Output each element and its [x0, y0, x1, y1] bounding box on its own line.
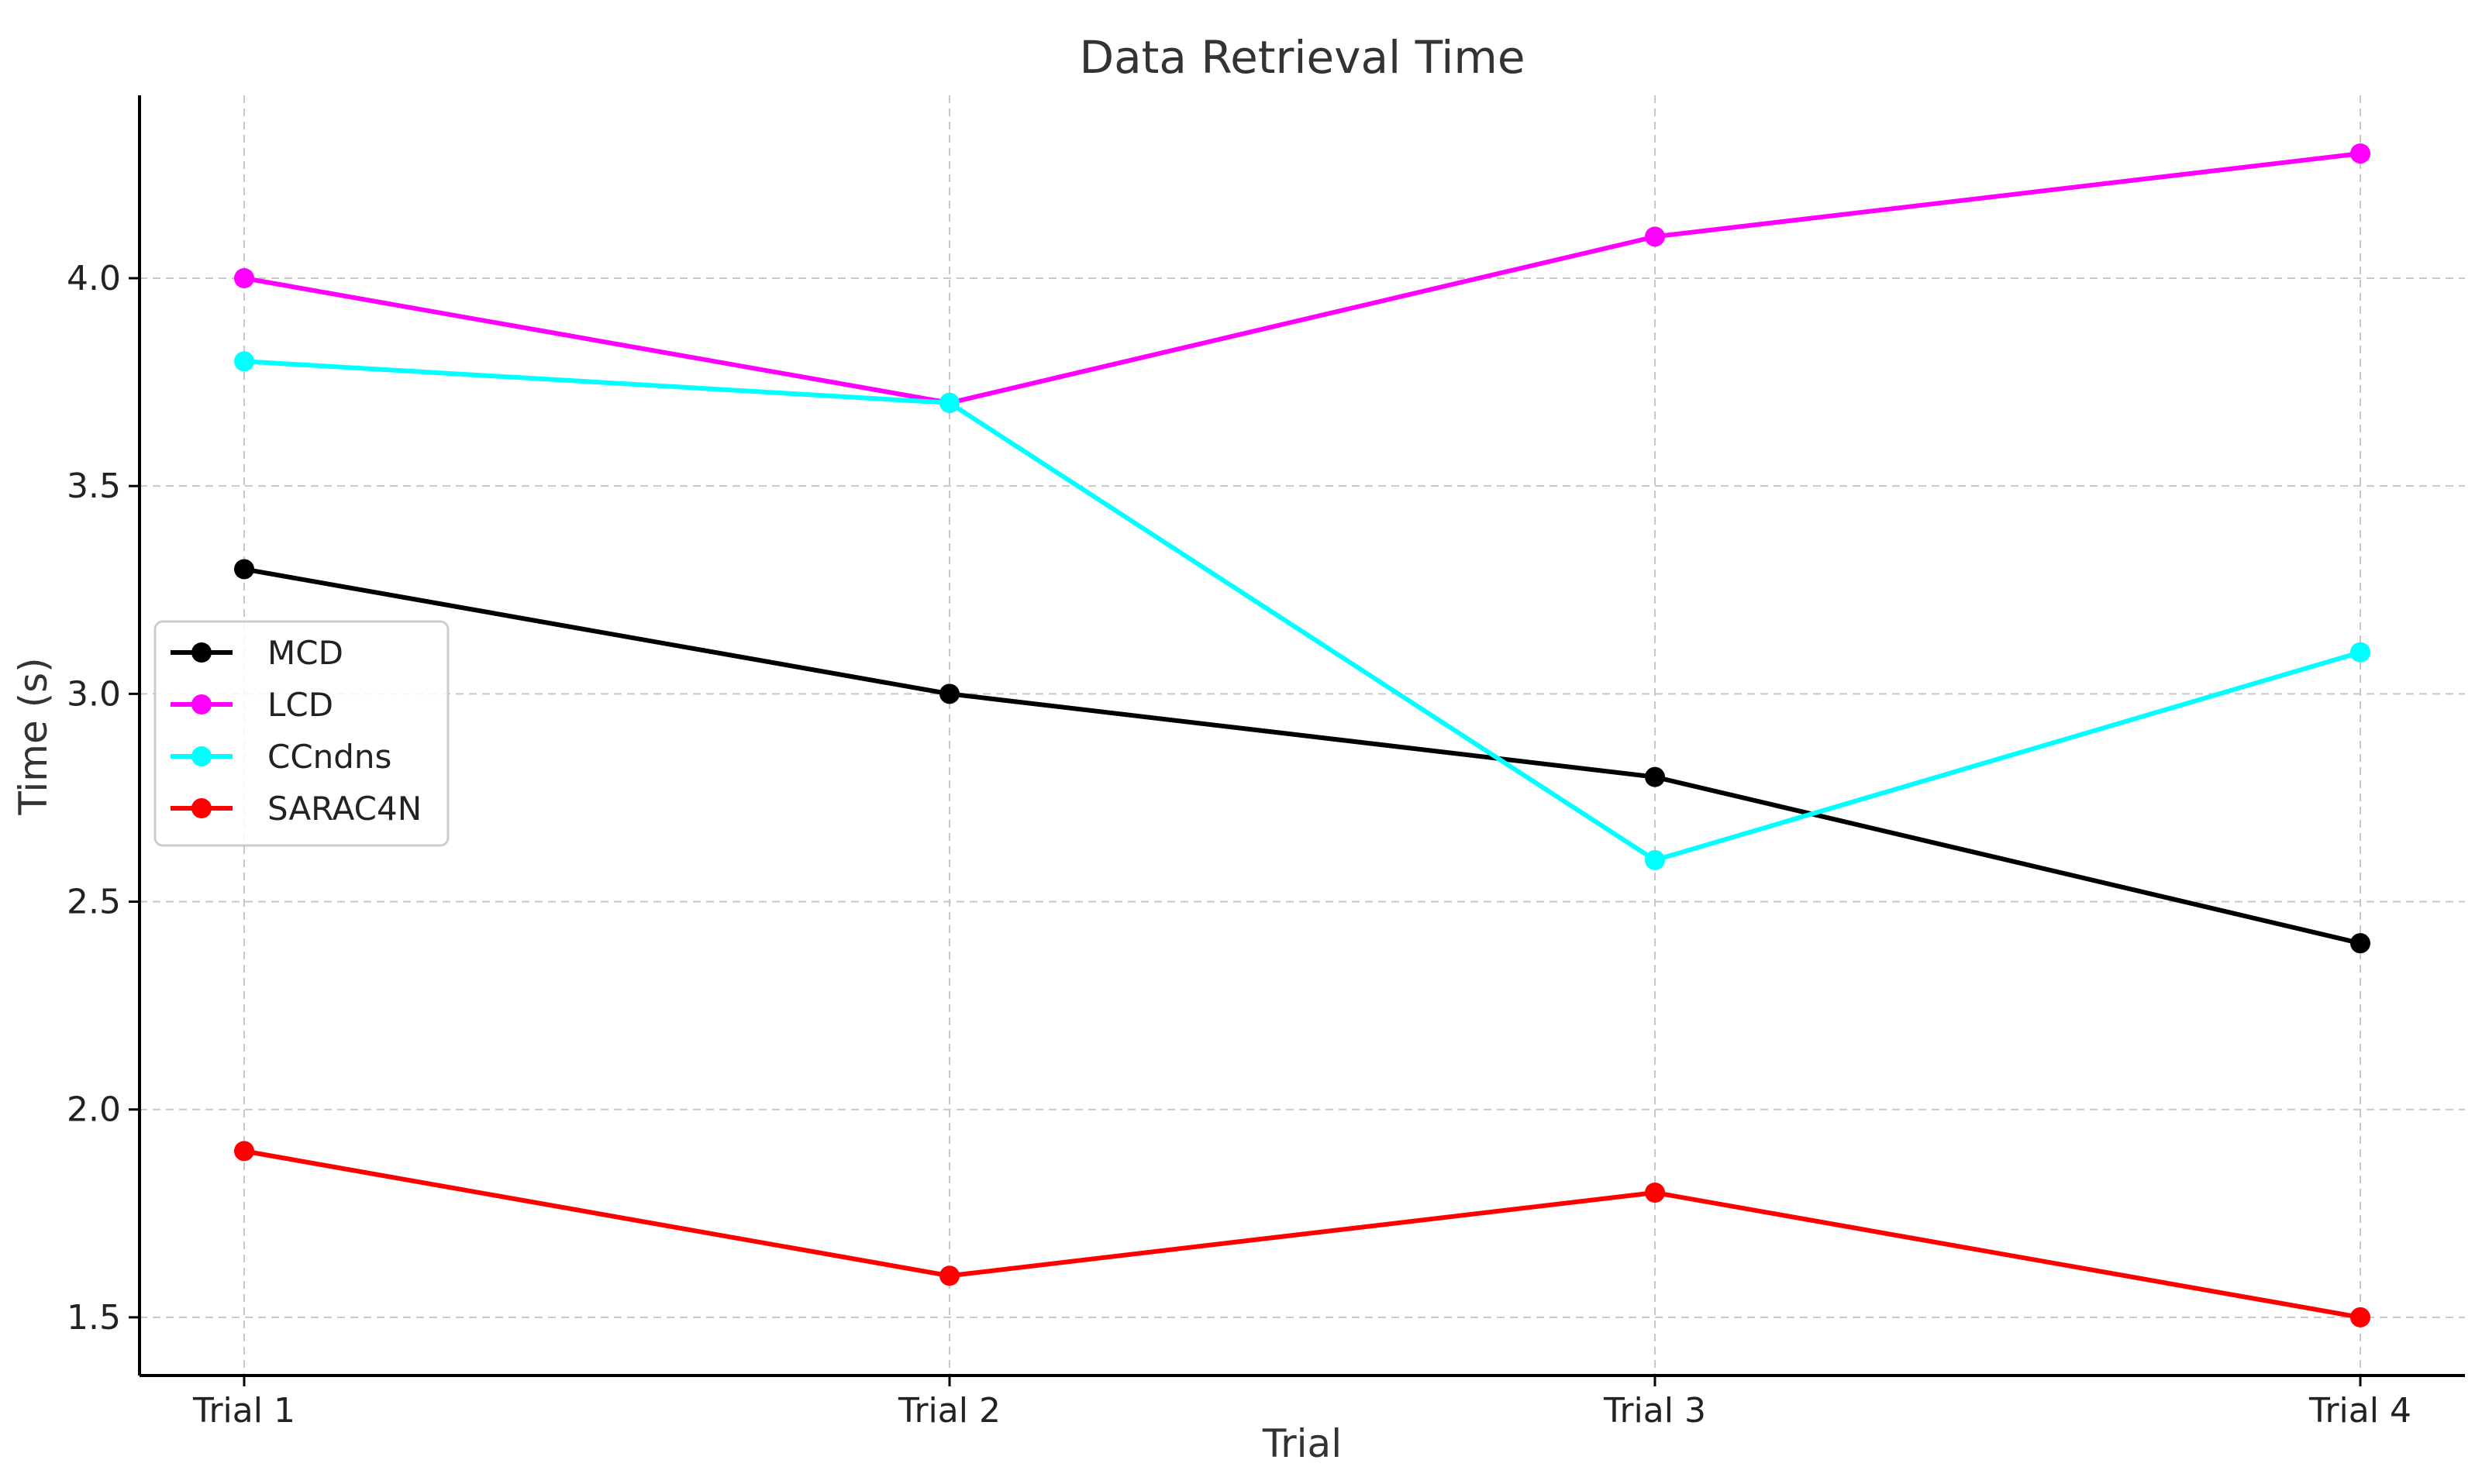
legend: MCD LCD CCndns SARAC4N: [153, 620, 450, 847]
y-tick-label: 1.5: [67, 1298, 121, 1338]
data-point: [234, 559, 254, 580]
legend-label: CCndns: [267, 738, 391, 776]
series-line: [243, 359, 2361, 863]
x-tick-label: Trial 2: [898, 1391, 1001, 1431]
data-point: [2350, 642, 2370, 663]
data-point: [1645, 226, 1665, 247]
x-tick-label: Trial 1: [192, 1391, 295, 1431]
data-point: [234, 268, 254, 288]
y-tick-label: 2.5: [67, 883, 121, 922]
legend-marker: [191, 798, 212, 818]
data-point: [939, 392, 960, 413]
series-ccndns: [234, 351, 2370, 870]
y-tick-label: 3.0: [67, 674, 121, 714]
legend-items: MCD LCD CCndns SARAC4N: [171, 634, 422, 828]
legend-label: SARAC4N: [267, 790, 422, 828]
y-axis-label: Time (s): [11, 657, 56, 815]
series-line: [243, 566, 2361, 946]
series-sarac4n: [234, 1141, 2370, 1327]
legend-item: MCD: [171, 634, 343, 672]
grid-lines: [140, 95, 2465, 1376]
series-line: [243, 151, 2361, 405]
data-point: [234, 351, 254, 372]
data-point: [234, 1141, 254, 1162]
data-point: [1645, 849, 1665, 870]
data-point: [2350, 933, 2370, 954]
data-point: [939, 683, 960, 704]
legend-label: MCD: [267, 634, 343, 672]
legend-marker: [191, 694, 212, 714]
legend-marker: [191, 642, 212, 663]
legend-frame: [153, 620, 450, 847]
y-tick-label: 4.0: [67, 259, 121, 298]
data-point: [939, 1265, 960, 1286]
series-lines: [234, 143, 2370, 1327]
series-mcd: [234, 559, 2370, 954]
legend-marker: [191, 746, 212, 766]
x-axis-label: Trial: [1262, 1421, 1342, 1466]
series-line: [243, 1148, 2361, 1320]
chart-title: Data Retrieval Time: [1079, 31, 1525, 84]
axis-ticks: 1.5 2.0 2.5 3.0 3.5 4.0 Trial 1 Trial 2 Trial 3 T…: [67, 259, 2411, 1431]
legend-label: LCD: [267, 686, 333, 724]
y-tick-label: 3.5: [67, 467, 121, 506]
y-tick-label: 2.0: [67, 1090, 121, 1130]
legend-item: LCD: [171, 686, 333, 724]
legend-item: SARAC4N: [171, 790, 422, 828]
data-point: [2350, 143, 2370, 164]
legend-item: CCndns: [171, 738, 391, 776]
data-point: [2350, 1307, 2370, 1327]
data-point: [1645, 1183, 1665, 1203]
x-tick-label: Trial 4: [2308, 1391, 2411, 1431]
x-tick-label: Trial 3: [1603, 1391, 1706, 1431]
data-point: [1645, 766, 1665, 787]
